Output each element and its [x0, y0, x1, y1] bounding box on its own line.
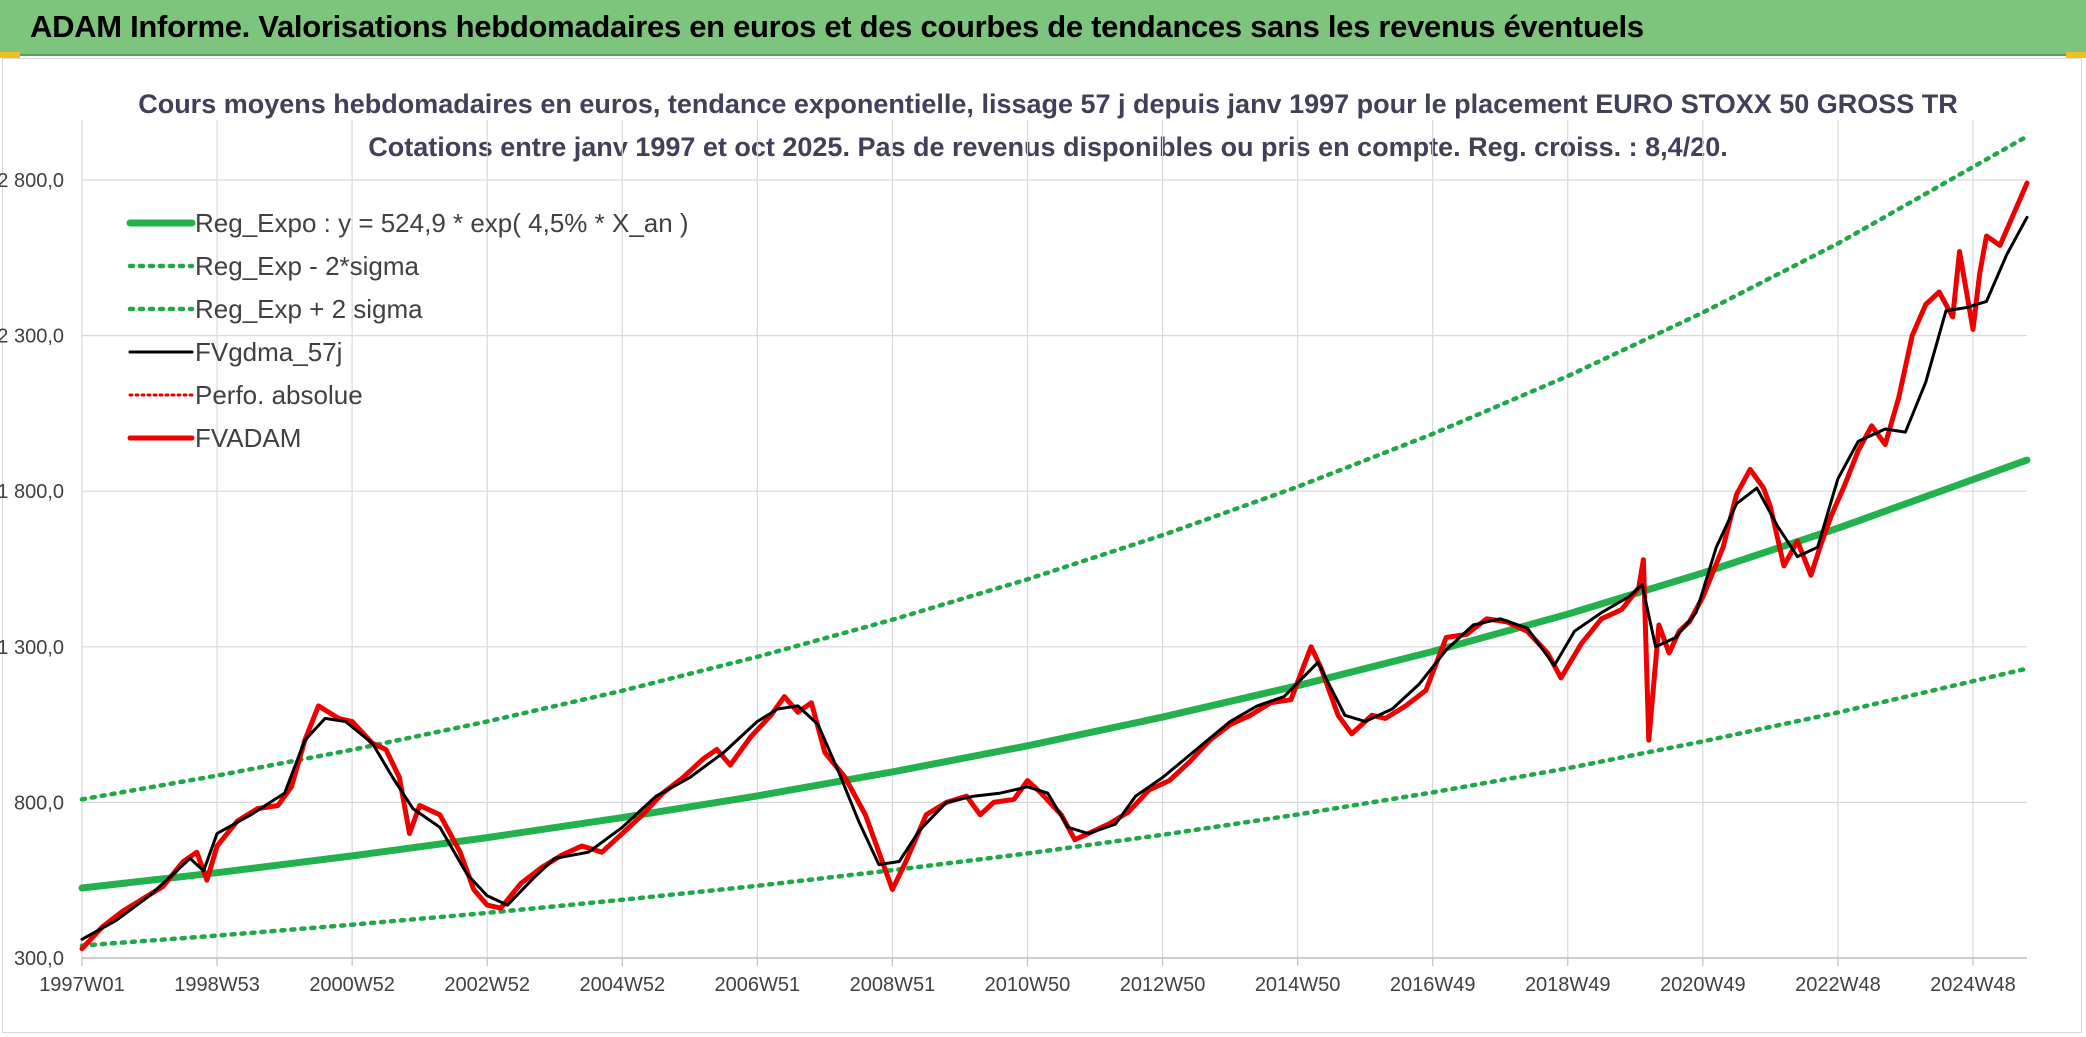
x-tick-label: 2016W49: [1390, 974, 1476, 996]
x-tick-label: 2010W50: [985, 974, 1071, 996]
x-tick-label: 1997W01: [39, 974, 125, 996]
series-group: [78, 134, 2031, 952]
chart-frame: [2, 58, 2082, 1033]
series-line-0: [78, 456, 2031, 892]
legend-label: Reg_Expo : y = 524,9 * exp( 4,5% * X_an …: [195, 208, 689, 238]
header-bar: ADAM Informe. Valorisations hebdomadaire…: [0, 0, 2086, 56]
corner-marker-left: [0, 52, 20, 58]
legend-label: Perfo. absolue: [195, 380, 363, 410]
chart-title: Cours moyens hebdomadaires en euros, ten…: [138, 89, 1958, 119]
series-line-3: [80, 215, 2029, 941]
y-tick-label: 2 800,0: [0, 170, 64, 192]
legend: Reg_Expo : y = 524,9 * exp( 4,5% * X_an …: [126, 208, 689, 453]
y-tick-label: 800,0: [14, 792, 64, 814]
x-tick-label: 2004W52: [579, 974, 665, 996]
x-tick-label: 2014W50: [1255, 974, 1341, 996]
series-line-1: [79, 666, 2030, 948]
legend-label: Reg_Exp + 2 sigma: [195, 294, 423, 324]
x-axis: 1997W01 1998W53 2000W52 2002W52 2004W52 2006W…: [39, 957, 2027, 996]
y-axis: 300,0 800,0 1 300,0 1 800,0 2 300,0 2 800,0: [0, 170, 64, 970]
corner-marker-right: [2066, 52, 2086, 58]
y-tick-label: 1 800,0: [0, 481, 64, 503]
y-tick-label: 2 300,0: [0, 326, 64, 348]
chart-subtitle: Cotations entre janv 1997 et oct 2025. P…: [368, 132, 1727, 162]
series-line-2: [79, 134, 2030, 802]
x-tick-label: 2018W49: [1525, 974, 1611, 996]
legend-label: FVgdma_57j: [195, 337, 342, 367]
legend-label: Reg_Exp - 2*sigma: [195, 251, 420, 281]
x-tick-label: 2006W51: [715, 974, 801, 996]
x-tick-label: 2000W52: [309, 974, 395, 996]
x-tick-label: 2024W48: [1930, 974, 2016, 996]
x-tick-label: 1998W53: [174, 974, 260, 996]
legend-label: FVADAM: [195, 423, 301, 453]
header-title: ADAM Informe. Valorisations hebdomadaire…: [30, 9, 1644, 44]
x-tick-label: 2008W51: [850, 974, 936, 996]
x-tick-label: 2002W52: [444, 974, 530, 996]
x-tick-label: 2022W48: [1795, 974, 1881, 996]
y-tick-label: 1 300,0: [0, 637, 64, 659]
x-tick-label: 2020W49: [1660, 974, 1746, 996]
grid: [81, 120, 2027, 959]
x-tick-label: 2012W50: [1120, 974, 1206, 996]
series-line-5: [79, 180, 2030, 952]
y-tick-label: 300,0: [14, 948, 64, 970]
